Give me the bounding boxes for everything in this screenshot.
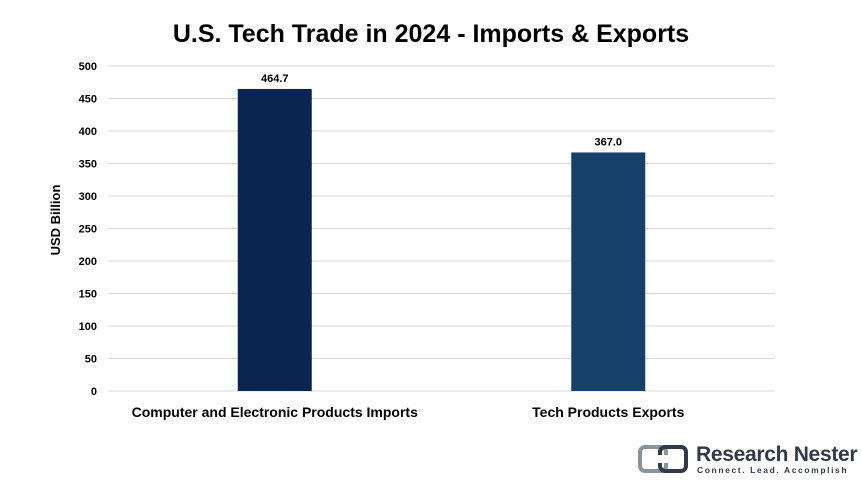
data-labels: 464.7 367.0 bbox=[261, 73, 622, 149]
research-nester-logo-icon bbox=[638, 445, 688, 473]
research-nester-logo: Research Nester Connect. Lead. Accomplis… bbox=[638, 443, 858, 477]
x-axis-categories: Computer and Electronic Products Imports… bbox=[132, 404, 685, 420]
bars bbox=[237, 88, 646, 391]
logo-tagline: Connect. Lead. Accomplish bbox=[697, 465, 849, 475]
y-tick-label: 0 bbox=[91, 386, 97, 398]
y-tick-label: 500 bbox=[79, 61, 97, 73]
y-tick-label: 350 bbox=[79, 159, 97, 171]
y-tick-label: 150 bbox=[79, 289, 97, 301]
y-tick-label: 200 bbox=[79, 256, 97, 268]
x-category-label: Tech Products Exports bbox=[532, 404, 684, 420]
y-tick-label: 100 bbox=[79, 321, 97, 333]
bar bbox=[571, 152, 646, 391]
y-tick-label: 400 bbox=[79, 126, 97, 138]
logo-name: Research Nester bbox=[696, 443, 858, 466]
data-label: 367.0 bbox=[594, 136, 622, 148]
bar bbox=[237, 88, 312, 391]
y-axis-title: USD Billion bbox=[48, 185, 63, 256]
y-tick-label: 50 bbox=[85, 354, 97, 366]
y-tick-label: 250 bbox=[79, 224, 97, 236]
y-tick-label: 300 bbox=[79, 191, 97, 203]
x-category-label: Computer and Electronic Products Imports bbox=[132, 404, 418, 420]
chart-title: U.S. Tech Trade in 2024 - Imports & Expo… bbox=[172, 20, 690, 48]
y-tick-label: 450 bbox=[79, 94, 97, 106]
data-label: 464.7 bbox=[261, 73, 289, 85]
y-axis-ticks: 0 50 100 150 200 250 300 350 400 450 500 bbox=[79, 61, 97, 398]
gridlines bbox=[108, 65, 775, 392]
